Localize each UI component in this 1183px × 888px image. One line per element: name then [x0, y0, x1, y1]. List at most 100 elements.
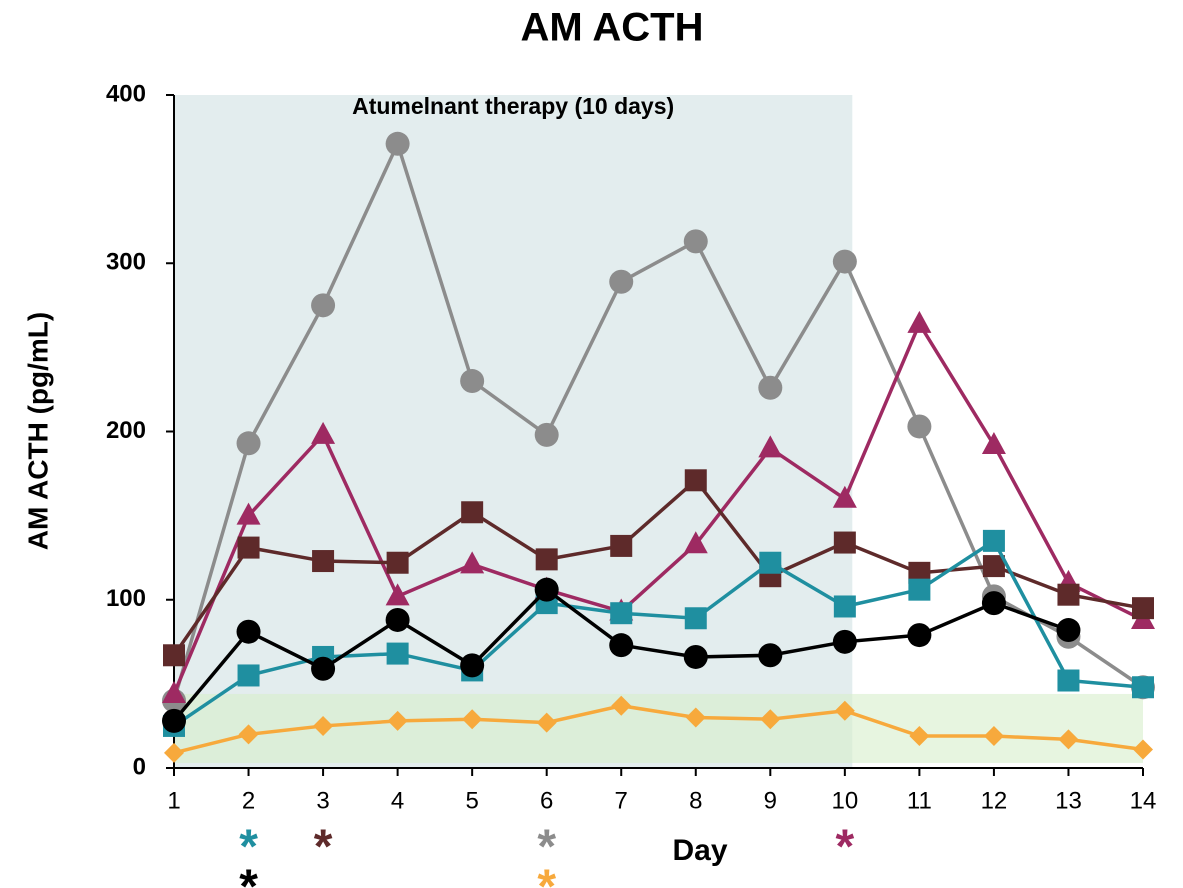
y-tick-label: 0: [133, 753, 146, 780]
series-line: [172, 477, 1144, 657]
marker: [907, 310, 932, 333]
marker: [982, 529, 1005, 552]
annotation: *: [537, 821, 556, 874]
marker: [683, 229, 708, 254]
y-tick-label: 400: [106, 80, 146, 107]
x-tick-label: 10: [831, 787, 858, 814]
marker: [758, 435, 783, 458]
marker: [385, 607, 410, 632]
marker: [236, 619, 261, 644]
marker: [237, 664, 260, 687]
marker: [832, 249, 857, 274]
marker: [462, 709, 483, 730]
x-axis-label: Day: [672, 834, 727, 867]
marker: [460, 369, 485, 394]
x-tick-label: 1: [167, 787, 180, 814]
x-tick-label: 6: [540, 787, 553, 814]
marker: [385, 131, 410, 156]
marker: [908, 578, 931, 601]
marker: [833, 595, 856, 618]
marker: [1058, 729, 1079, 750]
marker: [683, 644, 708, 669]
marker: [164, 742, 184, 763]
marker: [684, 607, 707, 630]
marker: [236, 502, 261, 525]
marker: [386, 642, 409, 665]
marker: [385, 583, 410, 606]
marker: [982, 555, 1005, 578]
marker: [1132, 597, 1154, 620]
annotation: *: [239, 861, 258, 888]
marker: [832, 629, 857, 654]
chart-title: AM ACTH: [521, 6, 704, 50]
series-line: [172, 320, 1144, 695]
marker: [311, 656, 336, 681]
marker: [311, 293, 336, 318]
marker: [684, 469, 707, 492]
marker: [908, 561, 931, 584]
marker: [238, 724, 259, 745]
marker: [162, 708, 186, 733]
marker: [907, 623, 932, 648]
annotation: *: [836, 821, 855, 874]
x-tick-label: 2: [242, 787, 255, 814]
marker: [834, 700, 855, 721]
annotation: *: [239, 821, 258, 874]
x-tick-label: 11: [907, 787, 932, 814]
marker: [387, 710, 408, 731]
marker: [461, 501, 484, 524]
marker: [1056, 618, 1081, 643]
marker: [610, 602, 633, 625]
x-tick-label: 5: [465, 787, 478, 814]
marker: [683, 531, 708, 554]
marker: [685, 707, 706, 728]
x-tick-label: 3: [316, 787, 329, 814]
marker: [758, 643, 783, 668]
marker: [386, 551, 409, 574]
marker: [758, 375, 783, 400]
marker: [534, 577, 559, 602]
marker: [907, 414, 932, 439]
x-tick-label: 14: [1130, 787, 1157, 814]
marker: [236, 431, 261, 456]
marker: [1132, 676, 1154, 699]
marker: [535, 548, 558, 571]
marker: [313, 715, 334, 736]
marker: [983, 726, 1004, 747]
marker: [460, 551, 485, 574]
annotation: *: [314, 821, 333, 874]
x-tick-label: 13: [1055, 787, 1082, 814]
marker: [981, 431, 1006, 454]
series-line: [173, 538, 1144, 728]
y-tick-label: 200: [106, 417, 146, 444]
series-line: [173, 703, 1144, 755]
y-axis-label: AM ACTH (pg/mL): [22, 312, 53, 550]
marker: [312, 550, 335, 573]
x-tick-label: 7: [615, 787, 628, 814]
marker: [609, 633, 634, 658]
marker: [1057, 583, 1080, 606]
marker: [460, 653, 485, 678]
marker: [162, 680, 186, 703]
marker: [163, 644, 185, 667]
marker: [237, 536, 260, 559]
marker: [610, 534, 633, 557]
marker: [832, 485, 857, 508]
marker: [611, 695, 632, 716]
y-tick-label: 300: [106, 249, 146, 276]
marker: [760, 709, 781, 730]
marker: [311, 421, 336, 444]
marker: [981, 591, 1006, 616]
x-tick-label: 9: [764, 787, 777, 814]
marker: [759, 551, 782, 574]
x-tick-label: 12: [981, 787, 1008, 814]
marker: [534, 422, 559, 447]
marker: [909, 726, 930, 747]
reference-band: [174, 693, 1143, 763]
y-tick-label: 100: [106, 585, 146, 612]
marker: [536, 712, 557, 733]
therapy-label: Atumelnant therapy (10 days): [352, 93, 674, 119]
marker: [1057, 669, 1080, 692]
marker: [609, 269, 634, 294]
